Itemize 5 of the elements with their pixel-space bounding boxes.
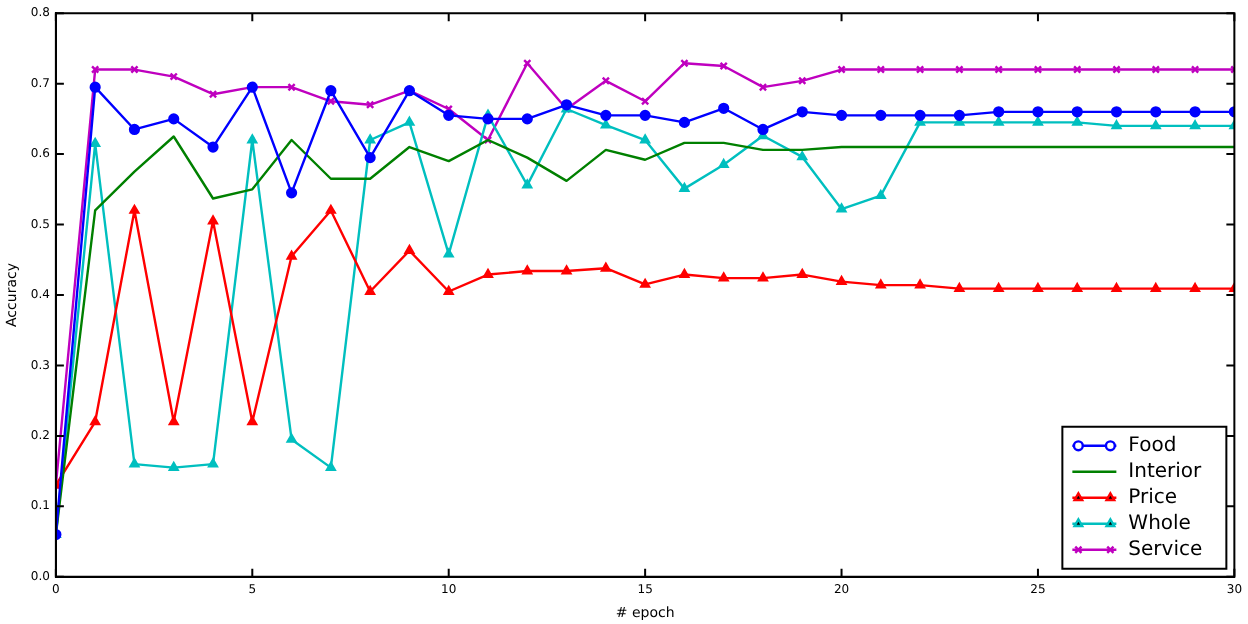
legend-label: Service <box>1128 538 1203 561</box>
legend-label: Price <box>1128 486 1178 509</box>
legend-label: Whole <box>1128 512 1191 535</box>
legend-label: Food <box>1128 434 1177 457</box>
legend-label: Interior <box>1128 460 1204 483</box>
